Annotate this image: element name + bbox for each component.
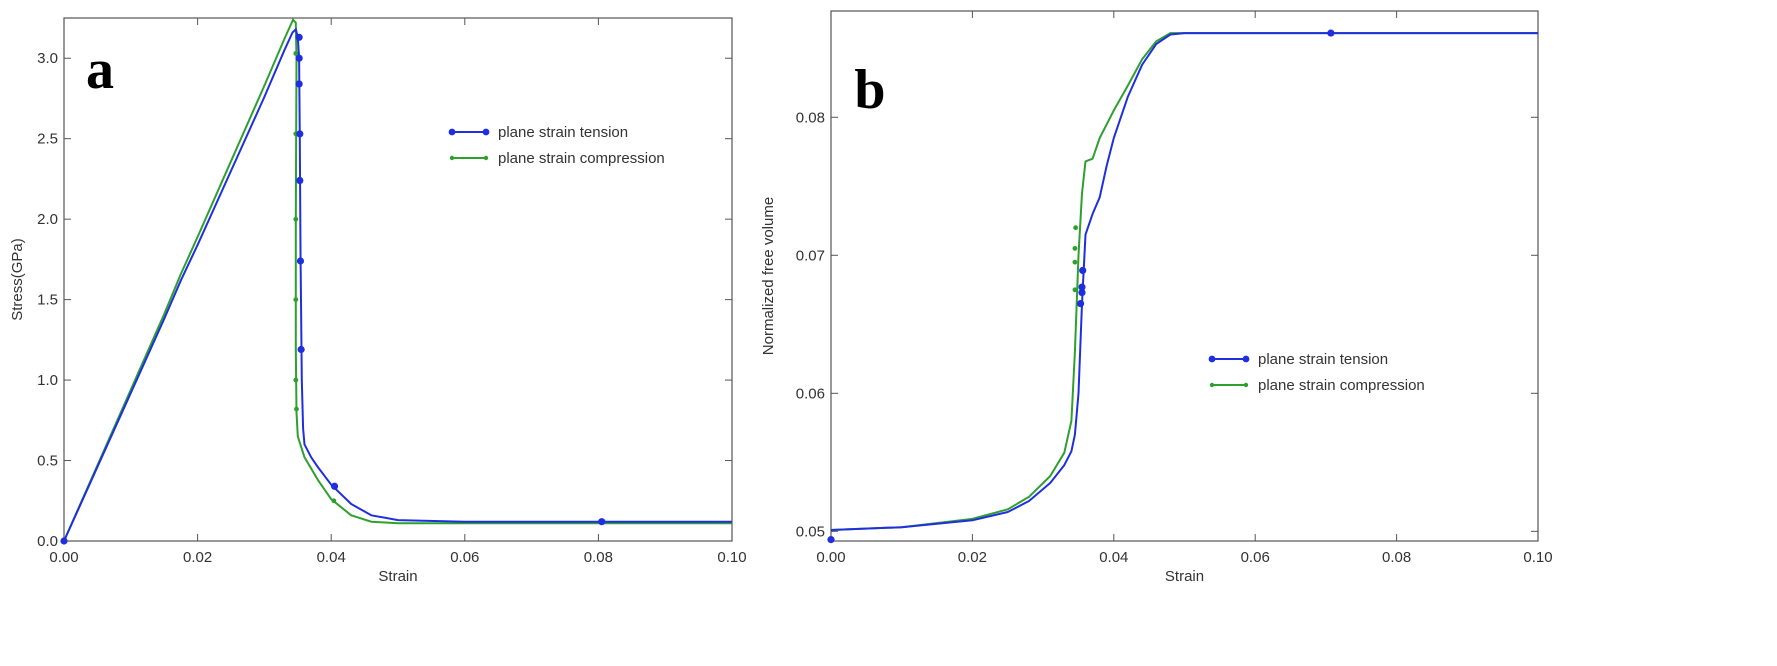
data-point-compression [293,216,299,222]
data-point-compression [294,406,299,412]
data-point-tension [296,176,304,185]
data-point-compression [1072,245,1078,251]
data-point-compression [331,498,337,504]
x-tick-label: 0.06 [1241,549,1270,566]
x-tick-label: 0.04 [317,549,346,566]
y-tick-label: 2.5 [37,131,58,148]
data-point-compression [1072,287,1078,293]
data-point-compression [293,51,299,56]
x-tick-label: 0.02 [958,549,987,566]
x-axis-label: Strain [378,568,417,585]
series-line-compression [830,32,1538,531]
y-tick-label: 0.0 [37,533,58,550]
data-point-tension [598,518,606,526]
legend-marker [482,128,490,136]
legend: plane strain tension plane strain compres… [1208,351,1425,394]
x-tick-label: 0.02 [183,549,212,566]
x-tick-label: 0.06 [450,549,479,566]
data-point-compression [293,297,299,303]
data-point-tension [297,345,305,354]
plot-frame [63,17,733,542]
data-point-compression [293,377,299,383]
panel-letter: b [854,59,885,121]
x-tick-label: 0.10 [1523,549,1552,566]
data-point-tension [295,80,303,88]
legend-marker [1208,355,1216,363]
data-point-tension [295,54,303,62]
y-axis-label: Stress(GPa) [9,238,26,321]
x-tick-label: 0.08 [584,549,613,566]
x-tick-label: 0.08 [1382,549,1411,566]
data-point-tension [1078,283,1086,291]
series-line-tension [830,32,1538,531]
x-tick-label: 0.00 [49,549,78,566]
chart-panel-a: 0.00 0.02 0.04 0.06 0.08 0.10 0.0 0.5 1.0 1.5 2.0 2… [9,17,747,585]
y-tick-label: 0.06 [796,385,825,402]
data-point-tension [330,482,339,490]
data-point-tension [296,257,305,265]
plot-frame [830,10,1539,542]
y-tick-label: 0.08 [796,109,825,126]
y-tick-label: 1.5 [37,292,58,309]
data-point-tension [296,130,304,138]
data-point-tension [60,537,68,545]
x-tick-label: 0.00 [816,549,845,566]
legend-marker [448,128,456,136]
y-tick-label: 2.0 [37,211,58,228]
data-point-compression [1073,225,1079,231]
data-point-tension [1078,288,1086,297]
data-point-tension [1327,29,1335,37]
x-tick-label: 0.04 [1099,549,1128,566]
data-point-tension [827,536,835,544]
series-line-tension [63,28,732,542]
x-axis-label: Strain [1165,568,1204,585]
y-tick-label: 0.05 [796,523,825,540]
series-line-compression [63,18,732,542]
x-tick-label: 0.10 [717,549,746,566]
legend-label: plane strain tension [498,124,628,141]
legend-label: plane strain tension [1258,351,1388,368]
legend-marker [449,155,455,161]
data-point-tension [295,33,303,41]
legend: plane strain tension plane strain compres… [448,124,665,167]
legend-label: plane strain compression [498,150,665,167]
legend-label: plane strain compression [1258,377,1425,394]
legend-marker [1209,382,1215,388]
data-point-compression [1072,259,1078,265]
legend-marker [1242,355,1250,363]
legend-marker [483,155,489,161]
y-tick-label: 0.5 [37,453,58,470]
y-tick-label: 1.0 [37,372,58,389]
y-axis-label: Normalized free volume [760,197,777,355]
data-point-tension [1079,266,1087,275]
y-tick-label: 3.0 [37,50,58,67]
panel-letter: a [86,39,114,101]
legend-marker [1243,382,1249,388]
chart-panel-b: 0.00 0.02 0.04 0.06 0.08 0.10 0.05 0.06 0.07 0.08… [760,10,1553,585]
data-point-tension [1076,300,1085,308]
y-tick-label: 0.07 [796,247,825,264]
